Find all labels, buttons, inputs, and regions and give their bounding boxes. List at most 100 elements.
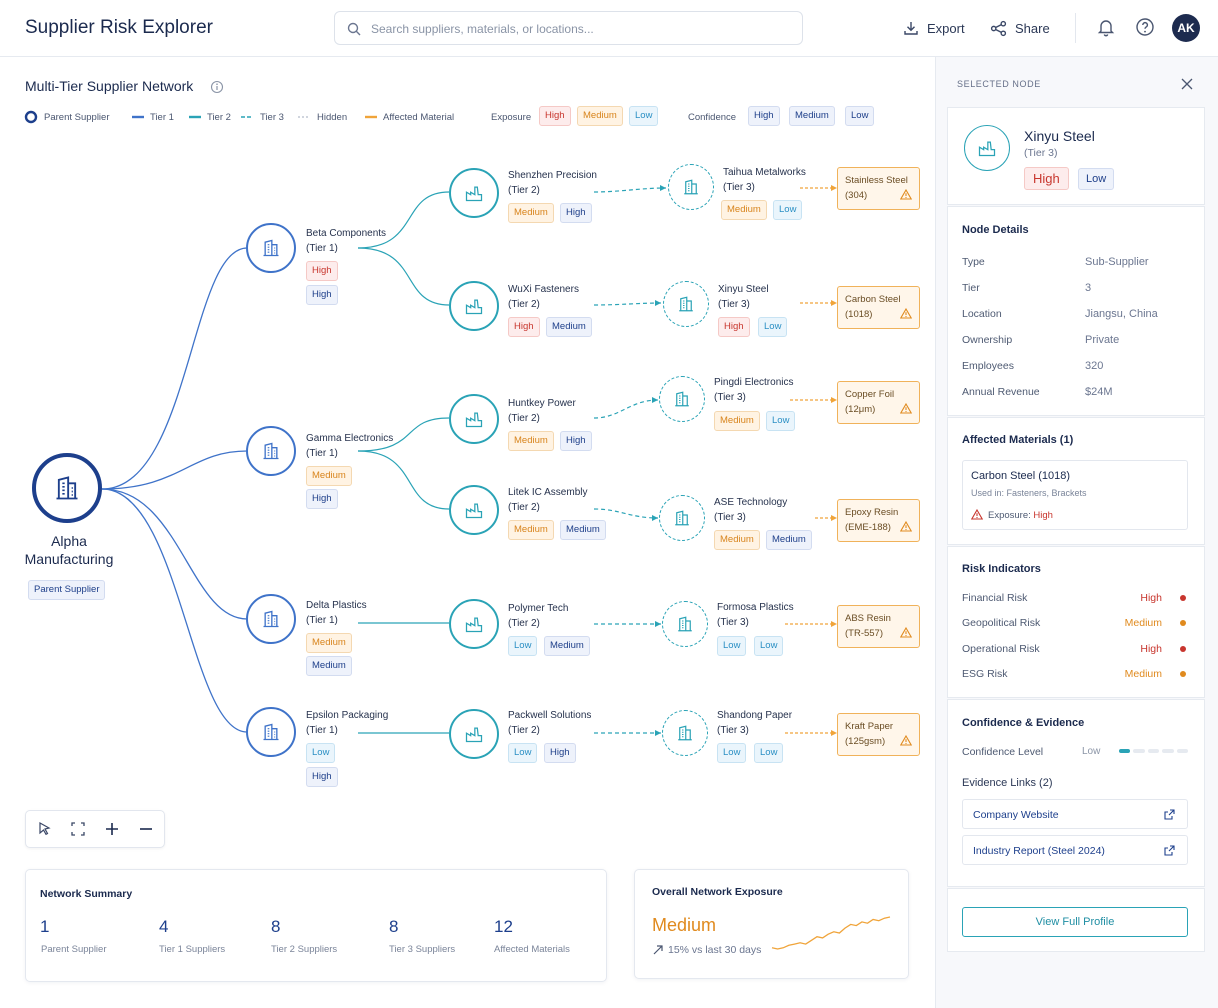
tier2-node-huntkey[interactable] <box>449 394 499 444</box>
confidence-segment <box>1119 749 1131 753</box>
material-box[interactable]: Copper Foil (12μm) <box>837 381 920 424</box>
risk-key: Financial Risk <box>962 592 1028 604</box>
tier3-node-pingdi[interactable] <box>659 376 705 422</box>
node-name: Formosa Plastics <box>717 602 794 613</box>
confidence-chip: Low <box>754 636 784 656</box>
confidence-segment <box>1162 749 1174 753</box>
select-tool-button[interactable] <box>37 821 55 839</box>
view-full-profile-button[interactable]: View Full Profile <box>962 907 1188 937</box>
building-icon <box>263 610 279 628</box>
tier3-node-formosa[interactable] <box>662 601 708 647</box>
parent-node[interactable] <box>32 453 102 523</box>
material-name: Epoxy Resin <box>845 507 899 518</box>
details-title: Node Details <box>962 224 1029 236</box>
material-grade: (1018) <box>845 309 873 320</box>
confidence-segment <box>1147 749 1160 753</box>
building-icon <box>263 239 279 257</box>
tier2-node-polymer[interactable] <box>449 599 499 649</box>
risk-dot <box>1180 671 1186 677</box>
confidence-title: Confidence & Evidence <box>962 717 1085 729</box>
tier2-node-litek[interactable] <box>449 485 499 535</box>
legend-confidence-medium: Medium <box>789 106 835 126</box>
trend-up-icon <box>653 945 663 955</box>
fit-view-button[interactable] <box>70 821 88 839</box>
factory-icon <box>465 186 483 202</box>
external-link-icon <box>1164 809 1175 820</box>
exposure-chip: Medium <box>306 466 352 486</box>
tier3-label-shandong: Shandong Paper (Tier 3) <box>717 708 792 738</box>
tier3-node-taihua[interactable] <box>668 164 714 210</box>
warning-icon <box>900 189 912 200</box>
tier1-node-gamma[interactable] <box>246 426 296 476</box>
search-input[interactable] <box>371 18 791 40</box>
risk-key: ESG Risk <box>962 668 1008 680</box>
confidence-chip: Medium <box>544 636 590 656</box>
share-button[interactable]: Share <box>990 17 1050 39</box>
node-tier: (Tier 2) <box>508 725 540 736</box>
material-name: Copper Foil <box>845 389 895 400</box>
material-box[interactable]: Kraft Paper (125gsm) <box>837 713 920 756</box>
export-button[interactable]: Export <box>903 17 965 39</box>
building-icon <box>684 179 698 195</box>
exposure-chip: High <box>508 317 540 337</box>
exposure-card-title: Overall Network Exposure <box>652 886 783 898</box>
node-name: Taihua Metalworks <box>723 167 806 178</box>
tier2-node-packwell[interactable] <box>449 709 499 759</box>
node-tier: (Tier 1) <box>306 448 338 459</box>
selected-confidence-chip: Low <box>1078 168 1115 190</box>
confidence-chip: Medium <box>560 520 606 540</box>
material-box[interactable]: Epoxy Resin (EME-188) <box>837 499 920 542</box>
exposure-chip: High <box>306 261 338 281</box>
confidence-chip: High <box>306 489 338 509</box>
material-box[interactable]: Stainless Steel (304) <box>837 167 920 210</box>
detail-key: Annual Revenue <box>962 386 1040 398</box>
confidence-chip: Low <box>758 317 788 337</box>
network-connections <box>101 185 837 736</box>
exposure-chip: High <box>718 317 750 337</box>
exposure-chip: Low <box>306 743 336 763</box>
tier3-node-shandong[interactable] <box>662 710 708 756</box>
avatar[interactable]: AK <box>1172 14 1200 42</box>
exposure-chip: Medium <box>508 520 554 540</box>
tier1-node-beta[interactable] <box>246 223 296 273</box>
header-divider <box>1075 13 1076 43</box>
node-tier: (Tier 3) <box>723 182 755 193</box>
material-box[interactable]: Carbon Steel (1018) <box>837 286 920 329</box>
detail-value: 320 <box>1085 360 1104 372</box>
info-icon[interactable] <box>210 80 224 94</box>
tier2-label-huntkey: Huntkey Power (Tier 2) <box>508 396 576 426</box>
tier3-node-ase[interactable] <box>659 495 705 541</box>
risk-value: Medium <box>1124 617 1162 629</box>
legend-confidence-low: Low <box>845 106 875 126</box>
factory-icon <box>978 141 996 157</box>
evidence-link-report[interactable]: Industry Report (Steel 2024) <box>962 835 1188 865</box>
materials-title: Affected Materials (1) <box>962 434 1074 446</box>
search-box[interactable] <box>334 11 803 45</box>
legend-exposure-low: Low <box>629 106 659 126</box>
material-box[interactable]: ABS Resin (TR-557) <box>837 605 920 648</box>
evidence-link-company[interactable]: Company Website <box>962 799 1188 829</box>
node-tier: (Tier 2) <box>508 185 540 196</box>
tier1-node-delta[interactable] <box>246 594 296 644</box>
detail-value: Private <box>1085 334 1120 346</box>
notifications-button[interactable] <box>1095 16 1119 40</box>
risk-dot <box>1180 620 1186 626</box>
top-bar: Supplier Risk Explorer Export Share AK <box>0 0 1218 57</box>
confidence-chip: Medium <box>546 317 592 337</box>
node-tier: (Tier 3) <box>718 299 750 310</box>
node-summary-card <box>947 107 1205 205</box>
affected-material-item[interactable] <box>962 460 1188 530</box>
tier2-node-wuxi[interactable] <box>449 281 499 331</box>
tier3-node-xinyu[interactable] <box>663 281 709 327</box>
zoom-out-button[interactable] <box>138 821 156 839</box>
confidence-level-label: Confidence Level <box>962 746 1044 758</box>
tier2-node-shenzhen[interactable] <box>449 168 499 218</box>
help-button[interactable] <box>1134 16 1158 40</box>
zoom-in-button[interactable] <box>104 821 122 839</box>
tier1-node-epsilon[interactable] <box>246 707 296 757</box>
node-name: Polymer Tech <box>508 603 569 614</box>
close-panel-button[interactable] <box>1180 77 1194 91</box>
node-tier: (Tier 2) <box>508 618 540 629</box>
download-icon <box>904 22 918 35</box>
warning-icon <box>900 308 912 319</box>
